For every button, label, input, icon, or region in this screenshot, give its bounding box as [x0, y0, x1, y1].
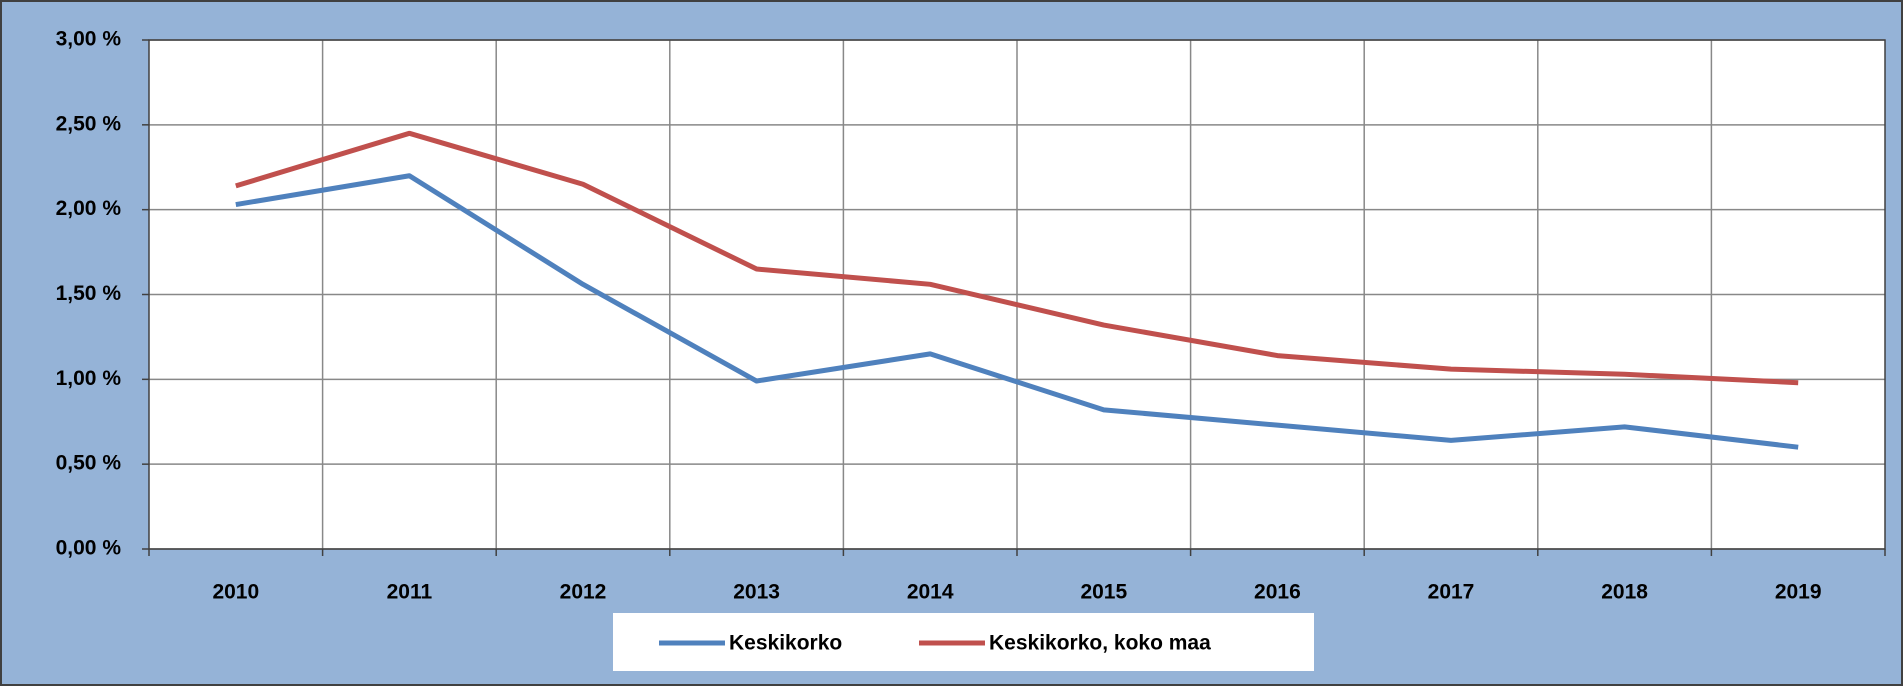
legend-label: Keskikorko: [729, 632, 842, 655]
x-tick-label: 2014: [907, 581, 954, 604]
x-tick-label: 2013: [733, 581, 780, 604]
y-tick-label: 0,50 %: [56, 452, 122, 475]
series-line: [235, 130, 1799, 386]
x-tick-label: 2018: [1601, 581, 1648, 604]
x-tick-label: 2011: [387, 581, 433, 604]
legend-label: Keskikorko, koko maa: [989, 632, 1211, 655]
plot-border: [148, 39, 1886, 550]
x-tick-label: 2010: [212, 581, 259, 604]
x-tick-label: 2016: [1254, 581, 1301, 604]
y-tick-label: 1,00 %: [56, 367, 122, 390]
y-tick-label: 0,00 %: [56, 537, 122, 560]
x-tick-label: 2015: [1080, 581, 1127, 604]
y-tick-label: 1,50 %: [56, 282, 122, 305]
y-tick-label: 3,00 %: [56, 28, 122, 51]
x-tick-label: 2012: [560, 581, 607, 604]
series-line: [235, 173, 1799, 450]
y-tick-label: 2,00 %: [56, 197, 122, 220]
x-tick-label: 2019: [1775, 581, 1822, 604]
x-tick-label: 2017: [1428, 581, 1475, 604]
y-tick-label: 2,50 %: [56, 112, 122, 135]
